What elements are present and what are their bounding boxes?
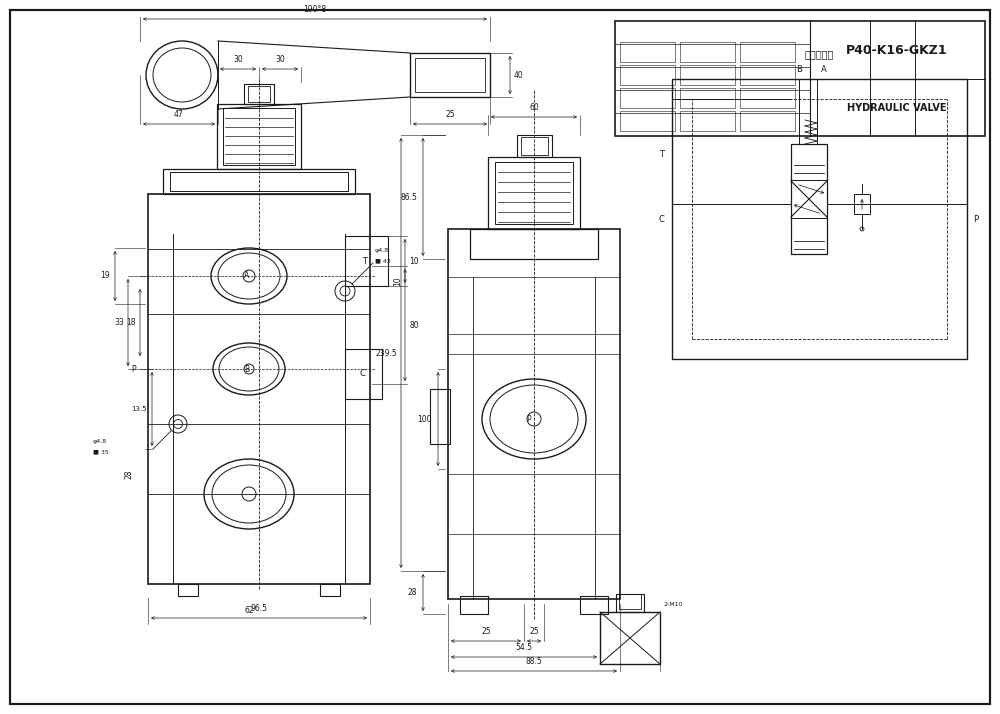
Text: 18: 18 xyxy=(126,318,136,327)
Bar xyxy=(740,111,795,131)
Text: C: C xyxy=(658,214,664,223)
Text: 239.5: 239.5 xyxy=(375,348,397,358)
Bar xyxy=(680,111,735,131)
Bar xyxy=(619,594,641,609)
Bar xyxy=(620,88,675,108)
Bar xyxy=(244,84,274,104)
Bar xyxy=(740,42,795,62)
Text: 62: 62 xyxy=(244,606,254,615)
Bar xyxy=(248,86,270,102)
Text: P40-K16-GKZ1: P40-K16-GKZ1 xyxy=(846,44,948,56)
Text: 190°8: 190°8 xyxy=(303,5,327,14)
Text: 25: 25 xyxy=(445,110,455,119)
Bar xyxy=(178,584,198,596)
Text: ■ 42: ■ 42 xyxy=(375,258,391,263)
Bar xyxy=(620,111,675,131)
Text: 88.5: 88.5 xyxy=(526,657,542,666)
Bar xyxy=(415,58,485,92)
Bar xyxy=(680,88,735,108)
Text: 47: 47 xyxy=(174,110,184,119)
Bar xyxy=(430,389,450,444)
Bar xyxy=(791,144,827,180)
Text: 10: 10 xyxy=(409,256,419,266)
Text: 28: 28 xyxy=(408,588,417,597)
Bar xyxy=(600,612,660,664)
Bar xyxy=(521,137,548,155)
Text: A: A xyxy=(821,65,827,74)
Bar xyxy=(170,172,348,191)
Text: 19: 19 xyxy=(100,271,110,281)
Bar xyxy=(616,594,644,612)
Bar xyxy=(470,229,598,259)
Text: C: C xyxy=(359,370,365,378)
Bar xyxy=(517,135,552,157)
Bar xyxy=(460,596,488,614)
Text: 60: 60 xyxy=(529,103,539,112)
Bar xyxy=(410,53,490,97)
Text: T: T xyxy=(362,256,368,266)
Text: 33: 33 xyxy=(114,318,124,327)
Text: 80: 80 xyxy=(409,321,419,329)
Text: 液压原理图: 液压原理图 xyxy=(804,49,834,59)
Bar xyxy=(615,21,985,136)
Bar xyxy=(791,144,827,254)
Bar xyxy=(223,108,295,165)
Text: 25: 25 xyxy=(481,627,491,636)
Text: 30: 30 xyxy=(275,55,285,64)
Text: 2-M10: 2-M10 xyxy=(663,602,682,607)
Text: φ4.8: φ4.8 xyxy=(375,248,389,253)
Text: 25: 25 xyxy=(529,627,539,636)
Bar xyxy=(680,65,735,85)
Text: B: B xyxy=(244,365,250,373)
Text: 100: 100 xyxy=(418,415,432,423)
Text: A: A xyxy=(244,271,250,281)
Text: T: T xyxy=(659,150,664,159)
Text: 28: 28 xyxy=(124,469,133,479)
Bar xyxy=(488,157,580,229)
Text: P: P xyxy=(527,415,531,423)
Text: 10: 10 xyxy=(394,276,402,286)
Bar xyxy=(448,229,620,599)
Text: 96.5: 96.5 xyxy=(250,604,268,613)
Text: ■ 35: ■ 35 xyxy=(93,449,109,454)
Text: 54.5: 54.5 xyxy=(516,643,532,652)
Bar xyxy=(672,79,967,359)
Text: HYDRAULIC VALVE: HYDRAULIC VALVE xyxy=(847,103,947,113)
Bar xyxy=(495,162,573,224)
Text: P: P xyxy=(973,214,978,223)
Bar xyxy=(740,88,795,108)
Bar xyxy=(217,104,301,169)
Bar xyxy=(791,218,827,254)
Text: 30: 30 xyxy=(233,55,243,64)
Bar xyxy=(163,169,355,194)
Bar xyxy=(148,194,370,584)
Text: P: P xyxy=(131,365,136,373)
Bar xyxy=(740,65,795,85)
Bar xyxy=(620,42,675,62)
Bar xyxy=(345,349,382,399)
Bar xyxy=(854,194,870,214)
Bar xyxy=(580,596,608,614)
Text: 40: 40 xyxy=(514,71,524,79)
Text: 13.5: 13.5 xyxy=(131,406,147,412)
Text: B: B xyxy=(796,65,802,74)
Bar xyxy=(620,65,675,85)
Bar xyxy=(345,236,388,286)
Bar xyxy=(680,42,735,62)
Text: φ4.8: φ4.8 xyxy=(93,439,107,444)
Bar xyxy=(320,584,340,596)
Text: 86.5: 86.5 xyxy=(400,193,417,201)
